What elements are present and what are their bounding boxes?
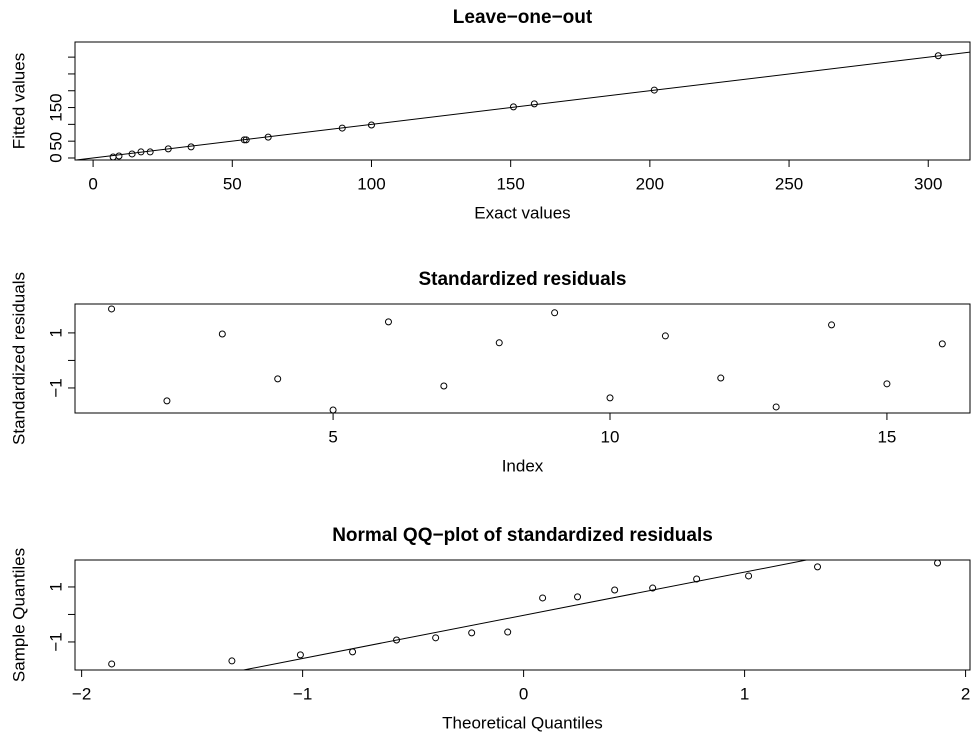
point bbox=[163, 397, 171, 405]
point bbox=[128, 150, 136, 158]
point bbox=[240, 136, 248, 144]
point bbox=[187, 143, 195, 151]
plot-box bbox=[74, 303, 971, 414]
y-tick-label: −1 bbox=[46, 378, 65, 397]
point bbox=[146, 148, 154, 156]
point bbox=[539, 594, 547, 602]
x-axis-label: Index bbox=[502, 456, 544, 475]
point bbox=[693, 575, 701, 583]
point bbox=[108, 660, 116, 668]
point bbox=[934, 52, 942, 60]
point bbox=[495, 339, 503, 347]
point bbox=[828, 321, 836, 329]
x-tick-label: 300 bbox=[914, 174, 942, 193]
y-axis-label: Standardized residuals bbox=[9, 272, 28, 445]
x-tick-label: 15 bbox=[877, 427, 896, 446]
y-tick-label: 50 bbox=[46, 132, 65, 151]
point bbox=[264, 133, 272, 141]
x-tick-label: −1 bbox=[293, 684, 312, 703]
point bbox=[934, 559, 942, 567]
point bbox=[649, 584, 657, 592]
x-tick-label: 150 bbox=[496, 174, 524, 193]
y-axis-label: Fitted values bbox=[9, 53, 28, 149]
plot-box bbox=[74, 41, 971, 161]
point bbox=[611, 586, 619, 594]
point bbox=[772, 403, 780, 411]
chart-title: Normal QQ−plot of standardized residuals bbox=[332, 525, 713, 546]
reference-line bbox=[240, 560, 810, 670]
point bbox=[938, 340, 946, 348]
point bbox=[349, 648, 357, 656]
y-tick-label: 0 bbox=[46, 153, 65, 162]
point bbox=[218, 330, 226, 338]
point bbox=[242, 136, 250, 144]
y-tick-label: −1 bbox=[46, 632, 65, 651]
x-tick-label: 200 bbox=[636, 174, 664, 193]
point bbox=[115, 152, 123, 160]
point bbox=[440, 382, 448, 390]
x-tick-label: −2 bbox=[72, 684, 91, 703]
point bbox=[468, 629, 476, 637]
y-axis-label: Sample Quantiles bbox=[9, 548, 28, 682]
y-tick-label: 1 bbox=[46, 328, 65, 337]
point bbox=[329, 406, 337, 414]
point bbox=[814, 563, 822, 571]
point bbox=[384, 318, 392, 326]
x-tick-label: 50 bbox=[223, 174, 242, 193]
point bbox=[661, 332, 669, 340]
x-tick-label: 100 bbox=[357, 174, 385, 193]
point bbox=[367, 121, 375, 129]
point bbox=[530, 100, 538, 108]
x-tick-label: 1 bbox=[740, 684, 749, 703]
reference-line bbox=[75, 51, 970, 160]
y-tick-label: 150 bbox=[46, 93, 65, 121]
x-tick-label: 10 bbox=[601, 427, 620, 446]
point bbox=[432, 634, 440, 642]
point bbox=[717, 374, 725, 382]
point bbox=[137, 148, 145, 156]
point bbox=[109, 153, 117, 161]
y-tick-label: 1 bbox=[46, 582, 65, 591]
point bbox=[883, 380, 891, 388]
x-tick-label: 250 bbox=[775, 174, 803, 193]
point bbox=[228, 657, 236, 665]
point bbox=[274, 375, 282, 383]
point bbox=[504, 628, 512, 636]
x-tick-label: 5 bbox=[328, 427, 337, 446]
x-tick-label: 0 bbox=[519, 684, 528, 703]
chart-title: Leave−one−out bbox=[453, 7, 593, 28]
point bbox=[393, 636, 401, 644]
point bbox=[745, 572, 753, 580]
point bbox=[574, 593, 582, 601]
point bbox=[551, 309, 559, 317]
chart-title: Standardized residuals bbox=[418, 269, 626, 290]
x-axis-label: Exact values bbox=[474, 203, 570, 222]
point bbox=[164, 145, 172, 153]
point bbox=[606, 394, 614, 402]
point bbox=[650, 86, 658, 94]
point bbox=[338, 124, 346, 132]
point bbox=[509, 103, 517, 111]
x-axis-label: Theoretical Quantiles bbox=[442, 713, 603, 732]
point bbox=[296, 651, 304, 659]
x-tick-label: 0 bbox=[88, 174, 97, 193]
point bbox=[108, 305, 116, 313]
x-tick-label: 2 bbox=[961, 684, 970, 703]
